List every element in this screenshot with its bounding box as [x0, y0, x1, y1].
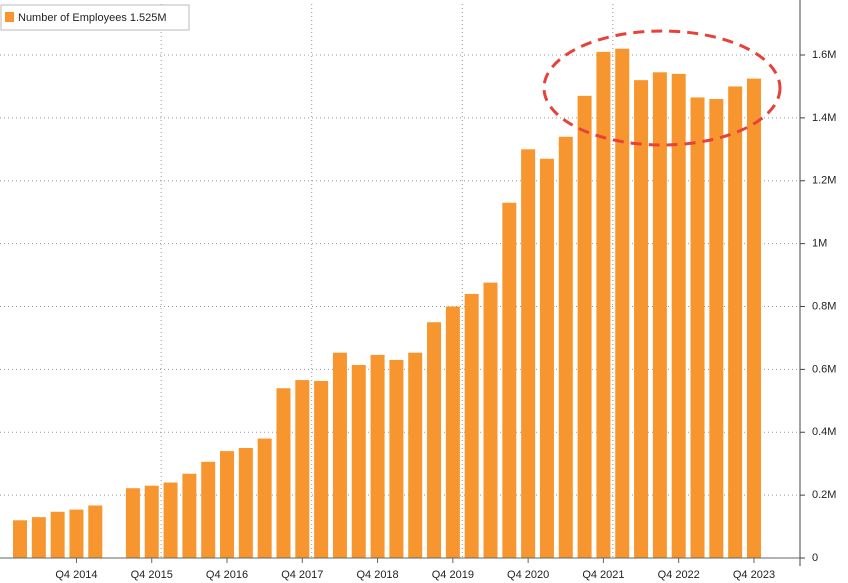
bar [615, 48, 630, 559]
bar [464, 293, 479, 558]
bar [257, 438, 272, 558]
bar [445, 306, 460, 558]
bar [276, 388, 291, 558]
y-tick-label: 0 [812, 552, 818, 564]
bar [427, 322, 442, 558]
bar [746, 78, 761, 558]
legend-box [0, 4, 190, 31]
bar [728, 86, 743, 558]
bar [558, 136, 573, 559]
bar [502, 202, 517, 558]
x-tick-label: Q4 2016 [206, 569, 248, 581]
bar [220, 451, 235, 558]
y-tick-label: 1.2M [812, 175, 836, 187]
bar [671, 73, 686, 559]
highlight-ellipse [542, 29, 782, 147]
bar [125, 488, 140, 558]
bar [351, 364, 366, 558]
x-tick-label: Q4 2022 [658, 569, 700, 581]
bar [201, 461, 216, 558]
x-tick-label: Q4 2018 [356, 569, 398, 581]
bar [370, 354, 385, 558]
y-tick-label: 1.4M [812, 112, 836, 124]
legend-label: Number of Employees 1.525M [18, 12, 167, 24]
bar [389, 359, 404, 558]
y-tick-label: 1M [812, 238, 827, 250]
y-tick-label: 0.4M [812, 426, 836, 438]
y-tick-label: 0.2M [812, 489, 836, 501]
bar [182, 473, 197, 558]
bar [577, 95, 592, 559]
bar [163, 482, 178, 558]
x-tick-label: Q4 2020 [507, 569, 549, 581]
bar [50, 511, 65, 558]
bar [13, 520, 27, 558]
x-tick-label: Q4 2021 [582, 569, 624, 581]
bar [408, 352, 423, 558]
bar [69, 509, 84, 558]
bar [144, 485, 159, 558]
y-tick-label: 0.6M [812, 363, 836, 375]
bar [332, 352, 347, 558]
y-tick-label: 0.8M [812, 300, 836, 312]
bar [314, 381, 329, 558]
legend: Number of Employees 1.525M [0, 4, 190, 31]
x-tick-label: Q4 2023 [733, 569, 775, 581]
x-tick-label: Q4 2019 [432, 569, 474, 581]
bar [539, 158, 554, 558]
bar [31, 517, 46, 558]
bar [295, 380, 310, 558]
bar [238, 447, 253, 558]
x-tick-label: Q4 2017 [281, 569, 323, 581]
bar [690, 97, 705, 559]
y-tick-label: 1.6M [812, 49, 836, 61]
bar [634, 80, 649, 559]
plot-area [0, 4, 800, 559]
bar [521, 149, 536, 558]
bar [483, 282, 498, 558]
bar [709, 99, 724, 558]
legend-swatch [5, 12, 14, 22]
bar [596, 51, 611, 558]
bar [88, 505, 103, 558]
bar [652, 72, 667, 559]
x-tick-label: Q4 2014 [55, 569, 97, 581]
x-tick-label: Q4 2015 [131, 569, 173, 581]
